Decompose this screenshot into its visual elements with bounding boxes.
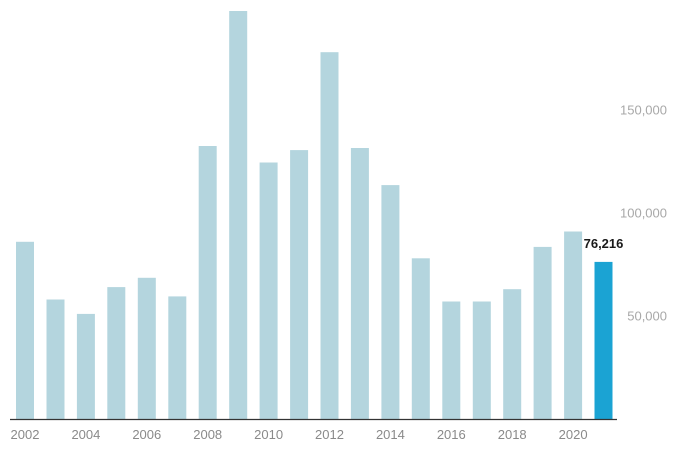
bar-2018	[503, 289, 522, 419]
x-tick-label-2020: 2020	[559, 427, 588, 442]
bar-2017	[472, 301, 491, 419]
x-tick-label-2012: 2012	[315, 427, 344, 442]
bar-2012	[320, 52, 339, 419]
x-tick-label-2010: 2010	[254, 427, 283, 442]
bar-2006	[137, 277, 156, 419]
bar-2014	[381, 185, 400, 419]
bar-2011	[290, 150, 309, 419]
bar-2013	[350, 148, 369, 419]
x-tick-label-2006: 2006	[132, 427, 161, 442]
bar-2002	[16, 241, 34, 419]
bar-2005	[107, 287, 126, 419]
bar-2015	[411, 258, 430, 419]
highlight-value-label: 76,216	[584, 236, 624, 251]
bar-2008	[198, 146, 217, 419]
y-tick-label-50000: 50,000	[627, 309, 667, 324]
bar-2007	[168, 296, 187, 419]
x-tick-label-2004: 2004	[71, 427, 100, 442]
x-tick-label-2018: 2018	[498, 427, 527, 442]
bar-2003	[46, 299, 65, 419]
y-tick-label-100000: 100,000	[620, 205, 667, 220]
bar-2016	[442, 301, 461, 419]
y-axis-ticks: 50,000 100,000 150,000	[620, 102, 667, 323]
bar-2004	[76, 313, 95, 419]
bar-2020	[564, 231, 583, 419]
x-tick-label-2002: 2002	[11, 427, 40, 442]
x-axis-ticks: 2002 2004 2006 2008 2010 2012 2014 2016 2018 2020	[11, 427, 588, 442]
x-tick-label-2008: 2008	[193, 427, 222, 442]
bar-2010	[259, 162, 278, 419]
y-tick-label-150000: 150,000	[620, 102, 667, 117]
bar-2021	[594, 261, 613, 419]
bars-group	[16, 11, 613, 419]
bar-2009	[229, 11, 248, 419]
x-tick-label-2016: 2016	[437, 427, 466, 442]
bar-2019	[533, 246, 552, 419]
x-tick-label-2014: 2014	[376, 427, 405, 442]
